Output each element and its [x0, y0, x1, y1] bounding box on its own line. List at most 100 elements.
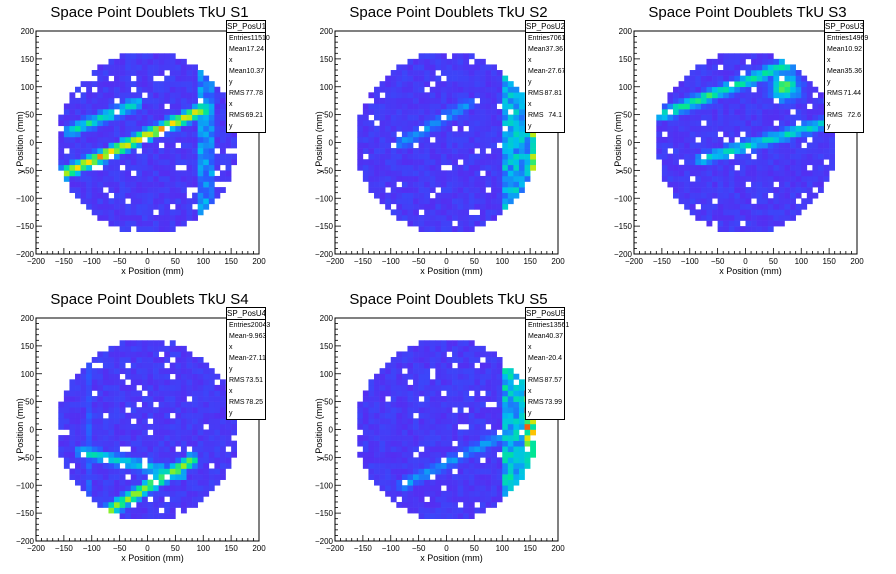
heatmap-bin [169, 170, 176, 177]
heatmap-bin [125, 181, 132, 188]
heatmap-bin [452, 214, 458, 221]
heatmap-bin [485, 362, 492, 369]
heatmap-bin [524, 457, 531, 464]
heatmap-bin [474, 423, 481, 430]
heatmap-bin [80, 446, 87, 453]
heatmap-bin [739, 159, 746, 166]
heatmap-bin [175, 501, 182, 508]
heatmap-bin [435, 490, 442, 497]
heatmap-bin [401, 148, 408, 154]
heatmap-bin [147, 58, 154, 65]
heatmap-bin [695, 192, 702, 199]
heatmap-bin [700, 148, 707, 154]
heatmap-bin [119, 351, 126, 358]
heatmap-bin [379, 435, 386, 441]
heatmap-bin [169, 120, 176, 127]
heatmap-bin [69, 142, 76, 149]
heatmap-bin [91, 120, 98, 127]
stats-key: Mean x [827, 46, 845, 64]
heatmap-bin [463, 203, 470, 210]
heatmap-bin [446, 136, 453, 143]
heatmap-bin [790, 86, 796, 93]
heatmap-bin [429, 53, 436, 60]
heatmap-bin [97, 203, 104, 210]
heatmap-bin [214, 440, 221, 447]
heatmap-bin [180, 446, 187, 453]
heatmap-bin [180, 170, 187, 177]
heatmap-bin [169, 92, 176, 99]
heatmap-bin [717, 198, 724, 205]
heatmap-bin [158, 501, 165, 508]
heatmap-bin [485, 114, 492, 121]
heatmap-bin [756, 170, 763, 177]
heatmap-bin [491, 435, 497, 441]
histogram-plot: −200 −150 −100 −50 0 50 100 150 200−200−150−100−… [15, 314, 266, 563]
heatmap-bin [496, 412, 503, 419]
heatmap-bin [119, 70, 126, 76]
heatmap-bin [474, 170, 481, 177]
heatmap-bin [192, 435, 198, 441]
heatmap-bin [390, 496, 397, 503]
heatmap-bin [203, 159, 210, 166]
heatmap-bin [446, 429, 453, 436]
heatmap-bin [435, 435, 442, 441]
heatmap-bin [656, 114, 663, 121]
heatmap-bin [396, 97, 403, 104]
heatmap-bin [823, 170, 830, 177]
heatmap-bin [368, 131, 375, 138]
heatmap-bin [440, 340, 447, 347]
heatmap-bin [479, 164, 486, 171]
heatmap-bin [141, 357, 148, 363]
heatmap-bin [169, 136, 176, 143]
heatmap-bin [700, 64, 707, 71]
heatmap-bin [102, 373, 109, 380]
heatmap-bin [485, 209, 492, 216]
heatmap-bin [491, 175, 497, 182]
heatmap-bin [413, 148, 419, 154]
heatmap-bin [784, 103, 791, 110]
heatmap-bin [806, 175, 813, 182]
heatmap-bin [695, 153, 702, 160]
heatmap-bin [125, 401, 132, 408]
heatmap-bin [169, 103, 176, 110]
x-axis-label: x Position (mm) [121, 553, 184, 563]
heatmap-bin [208, 164, 215, 171]
heatmap-bin [413, 175, 419, 182]
heatmap-bin [102, 103, 109, 110]
heatmap-bin [102, 97, 109, 104]
heatmap-bin [507, 120, 514, 127]
heatmap-bin [75, 120, 81, 127]
heatmap-bin [418, 501, 425, 508]
heatmap-bin [114, 220, 120, 227]
heatmap-bin [474, 345, 481, 352]
heatmap-bin [795, 192, 802, 199]
heatmap-bin [357, 451, 364, 458]
heatmap-bin [463, 120, 470, 127]
heatmap-bin [164, 153, 171, 160]
heatmap-bin [136, 435, 143, 441]
heatmap-bin [108, 70, 115, 76]
heatmap-bin [507, 384, 514, 391]
heatmap-bin [463, 345, 470, 352]
heatmap-bin [457, 53, 464, 60]
heatmap-bin [102, 407, 109, 414]
heatmap-bin [728, 164, 735, 171]
heatmap-bin [374, 142, 380, 149]
heatmap-bin [413, 103, 419, 110]
heatmap-bin [125, 120, 132, 127]
heatmap-bin [97, 198, 104, 205]
heatmap-bin [452, 164, 458, 171]
heatmap-bin [778, 209, 785, 216]
heatmap-bin [817, 148, 824, 154]
heatmap-bin [75, 170, 81, 177]
y-tick-label: 50 [25, 398, 34, 407]
heatmap-bin [507, 92, 514, 99]
heatmap-bin [440, 86, 447, 93]
heatmap-bin [130, 114, 137, 121]
heatmap-bin [164, 373, 171, 380]
heatmap-bin [435, 379, 442, 386]
heatmap-bin [790, 64, 796, 71]
stats-row: Mean y -20.4 [526, 353, 564, 375]
heatmap-bin [192, 468, 198, 475]
heatmap-bin [673, 103, 679, 110]
